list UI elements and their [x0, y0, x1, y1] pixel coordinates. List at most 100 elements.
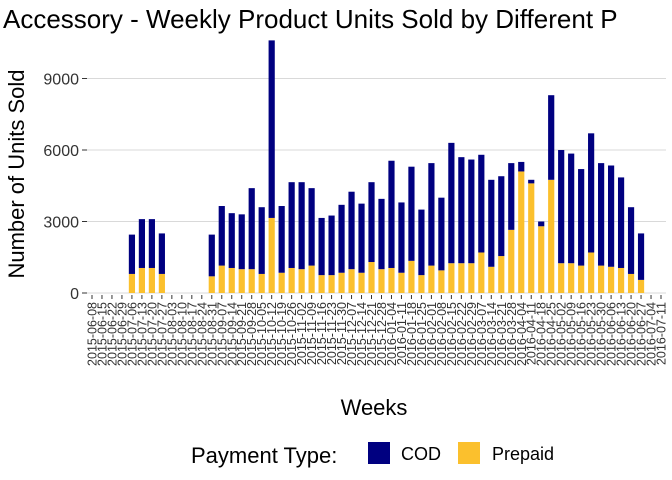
bar-prepaid: [458, 263, 465, 293]
y-tick-label: 6000: [43, 143, 79, 160]
bar-prepaid: [398, 272, 405, 293]
x-tick-label: 2016-02-22: [455, 302, 469, 366]
bar-prepaid: [418, 275, 425, 293]
bar-cod: [398, 202, 405, 273]
x-tick-label: 2016-05-16: [575, 302, 589, 366]
x-tick-label: 2016-04-18: [535, 302, 549, 366]
x-tick-label: 2016-01-04: [385, 302, 399, 366]
x-tick-label: 2015-06-08: [85, 302, 99, 366]
x-tick-label: 2016-01-18: [405, 302, 419, 366]
bar-cod: [508, 163, 515, 230]
bar-cod: [128, 234, 136, 274]
bar-prepaid: [208, 276, 215, 293]
x-tick-label: 2015-07-20: [145, 302, 159, 366]
bar-prepaid: [258, 273, 265, 293]
bar-prepaid: [627, 273, 635, 293]
x-tick-label: 2015-10-26: [285, 302, 299, 366]
bar-prepaid: [598, 265, 605, 293]
legend-label-prepaid: Prepaid: [492, 444, 554, 464]
x-tick-label: 2016-06-20: [625, 302, 639, 366]
bar-prepaid: [548, 179, 555, 293]
bar-prepaid: [508, 229, 515, 293]
bar-cod: [627, 207, 635, 274]
y-tick-label: 9000: [43, 72, 79, 89]
legend-title: Payment Type:: [191, 443, 337, 468]
bar-cod: [338, 204, 345, 273]
bar-cod: [158, 233, 165, 274]
bar-cod: [208, 234, 215, 277]
bar-prepaid: [617, 267, 625, 293]
bar-prepaid: [388, 267, 395, 293]
x-tick-label: 2015-12-14: [355, 302, 369, 366]
bar-cod: [488, 179, 495, 267]
x-tick-label: 2016-03-28: [505, 302, 519, 366]
bar-prepaid: [438, 270, 445, 293]
bar-cod: [278, 206, 285, 273]
bar-prepaid: [588, 252, 595, 293]
bar-cod: [228, 213, 235, 268]
x-tick-label: 2015-11-02: [295, 302, 309, 365]
bar-prepaid: [378, 269, 385, 293]
x-tick-label: 2015-09-28: [245, 302, 259, 366]
x-tick-label: 2016-04-04: [515, 302, 529, 366]
bar-cod: [588, 133, 595, 253]
bar-cod: [458, 157, 465, 264]
bar-cod: [478, 154, 485, 253]
bar-cod: [298, 182, 305, 270]
x-tick-label: 2016-06-13: [615, 302, 629, 366]
bar-prepaid: [428, 265, 435, 293]
x-tick-label: 2016-03-21: [495, 302, 509, 366]
bar-cod: [218, 206, 225, 266]
x-tick-label: 2015-10-05: [255, 302, 269, 366]
x-axis: 2015-06-082015-06-152015-06-222015-06-29…: [85, 295, 669, 366]
x-tick-label: 2015-06-15: [95, 302, 109, 366]
legend-swatch-prepaid: [458, 442, 480, 464]
x-tick-label: 2015-12-28: [375, 302, 389, 366]
x-tick-label: 2015-12-21: [365, 302, 379, 366]
bar-cod: [268, 40, 275, 218]
bar-prepaid: [138, 267, 145, 293]
x-tick-label: 2016-06-06: [605, 302, 619, 366]
bar-cod: [428, 163, 435, 266]
bar-prepaid: [558, 263, 565, 293]
x-tick-label: 2015-11-16: [315, 302, 329, 365]
bar-cod: [418, 209, 425, 276]
bar-prepaid: [578, 265, 585, 293]
x-tick-label: 2015-07-13: [135, 302, 149, 366]
x-tick-label: 2015-11-23: [325, 302, 339, 365]
bar-prepaid: [278, 272, 285, 293]
legend-label-cod: COD: [401, 444, 441, 464]
bar-cod: [308, 188, 315, 266]
bar-cod: [558, 150, 565, 264]
y-tick-label: 0: [70, 286, 79, 303]
bar-cod: [148, 219, 155, 268]
x-tick-label: 2016-06-27: [635, 302, 649, 366]
x-axis-title: Weeks: [341, 395, 408, 420]
bar-prepaid: [328, 275, 335, 293]
bar-prepaid: [468, 263, 475, 293]
x-tick-label: 2015-08-31: [205, 302, 219, 366]
x-tick-label: 2016-05-30: [595, 302, 609, 366]
y-tick-label: 3000: [43, 215, 79, 232]
bar-prepaid: [528, 183, 535, 293]
bar-cod: [448, 142, 455, 264]
bar-cod: [468, 159, 475, 264]
x-tick-label: 2015-07-27: [155, 302, 169, 366]
bar-cod: [328, 215, 335, 276]
bar-cod: [368, 182, 375, 263]
x-tick-label: 2016-07-04: [645, 302, 659, 366]
x-tick-label: 2016-05-02: [555, 302, 569, 366]
x-tick-label: 2016-01-25: [415, 302, 429, 366]
bar-cod: [548, 95, 555, 180]
x-tick-label: 2015-11-09: [305, 302, 319, 365]
x-tick-label: 2015-09-07: [215, 302, 229, 366]
bar-cod: [608, 165, 615, 267]
bar-cod: [637, 233, 645, 280]
bar-prepaid: [318, 275, 325, 293]
bar-prepaid: [358, 272, 365, 293]
bar-prepaid: [238, 269, 245, 293]
bar-prepaid: [568, 263, 575, 293]
bar-prepaid: [348, 269, 355, 293]
